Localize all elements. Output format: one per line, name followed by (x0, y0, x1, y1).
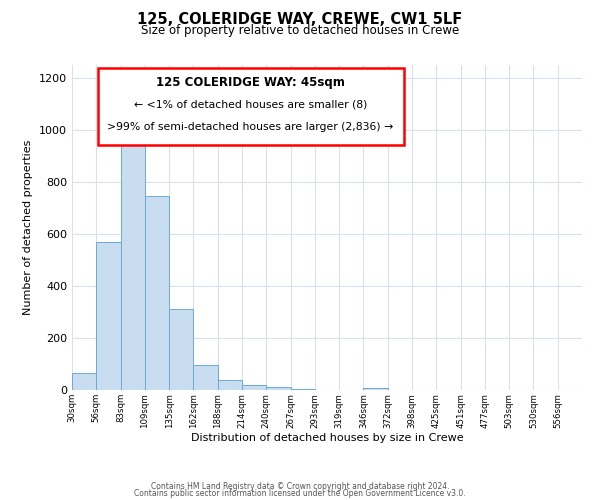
Bar (96, 242, 121, 390)
Bar (242, 385, 266, 390)
Text: Contains HM Land Registry data © Crown copyright and database right 2024.: Contains HM Land Registry data © Crown c… (151, 482, 449, 491)
Text: ← <1% of detached houses are smaller (8): ← <1% of detached houses are smaller (8) (134, 99, 367, 109)
Bar (266, 386, 290, 390)
Text: >99% of semi-detached houses are larger (2,836) →: >99% of semi-detached houses are larger … (107, 122, 394, 132)
Bar (72, 373, 96, 390)
Bar (121, 130, 145, 390)
Bar (193, 366, 218, 390)
Bar (145, 196, 169, 390)
Bar (290, 388, 315, 390)
Text: 125, COLERIDGE WAY, CREWE, CW1 5LF: 125, COLERIDGE WAY, CREWE, CW1 5LF (137, 12, 463, 28)
Text: 125 COLERIDGE WAY: 45sqm: 125 COLERIDGE WAY: 45sqm (156, 76, 345, 90)
Bar (218, 380, 242, 390)
Bar (169, 310, 193, 390)
Bar (364, 388, 388, 390)
Y-axis label: Number of detached properties: Number of detached properties (23, 140, 34, 315)
Text: Contains public sector information licensed under the Open Government Licence v3: Contains public sector information licen… (134, 489, 466, 498)
Text: Size of property relative to detached houses in Crewe: Size of property relative to detached ho… (141, 24, 459, 37)
X-axis label: Distribution of detached houses by size in Crewe: Distribution of detached houses by size … (191, 433, 463, 443)
FancyBboxPatch shape (97, 68, 404, 144)
